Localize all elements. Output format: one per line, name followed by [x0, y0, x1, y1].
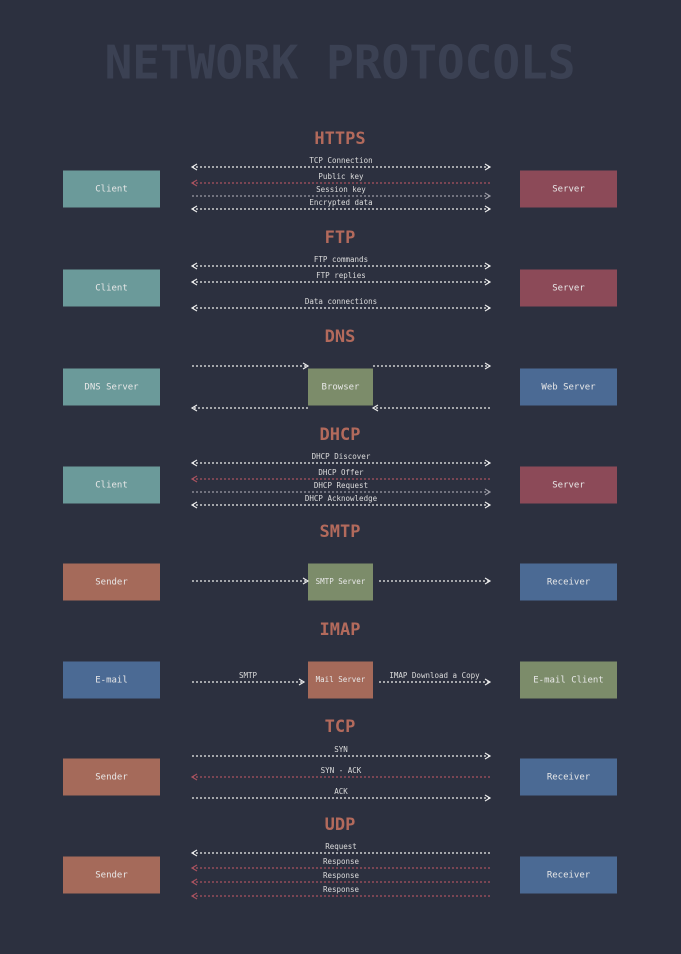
node-box: [520, 368, 617, 406]
node-box: [520, 661, 617, 699]
node-label: Server: [552, 284, 585, 294]
section-title: HTTPS: [314, 129, 365, 149]
node-label: Browser: [322, 383, 361, 393]
node-label: Client: [95, 185, 128, 195]
node-box: [520, 758, 617, 796]
node-box: [63, 563, 160, 601]
node-box: [520, 563, 617, 601]
node-label: Client: [95, 284, 128, 294]
arrow-label: Request: [325, 842, 357, 851]
node-box: [520, 466, 617, 504]
node-label: Server: [552, 185, 585, 195]
node-label: Mail Server: [316, 675, 366, 684]
arrow-label: SYN - ACK: [321, 766, 362, 775]
node-box: [520, 856, 617, 894]
node-box: [308, 563, 373, 601]
node-box: [63, 466, 160, 504]
node-box: [308, 368, 373, 406]
node-label: Web Server: [541, 383, 596, 393]
arrow-label: Public key: [318, 172, 364, 181]
section-title: DHCP: [320, 425, 361, 445]
arrow-label: DHCP Offer: [318, 468, 364, 477]
node-label: E-mail Client: [533, 676, 603, 686]
arrow-label: FTP commands: [314, 255, 368, 264]
node-box: [63, 758, 160, 796]
arrow-label: SYN: [334, 745, 348, 754]
arrow-label: Encrypted data: [309, 198, 372, 207]
node-box: [63, 856, 160, 894]
node-box: [308, 661, 373, 699]
node-box: [520, 269, 617, 307]
section-title: FTP: [325, 228, 356, 248]
node-box: [63, 661, 160, 699]
arrow-label: SMTP: [239, 671, 258, 680]
arrow-label: Response: [323, 871, 360, 880]
node-label: E-mail: [95, 676, 128, 686]
section-title: UDP: [325, 815, 356, 835]
section-title: IMAP: [320, 620, 361, 640]
node-box: [63, 269, 160, 307]
section-title: DNS: [325, 327, 356, 347]
arrow-label: IMAP Download a Copy: [389, 671, 480, 680]
node-label: Receiver: [547, 773, 591, 783]
node-box: [63, 170, 160, 208]
arrow-label: FTP replies: [316, 271, 366, 280]
section-title: TCP: [325, 717, 356, 737]
node-label: Receiver: [547, 578, 591, 588]
arrow-label: ACK: [334, 787, 348, 796]
node-label: Sender: [95, 871, 128, 881]
node-label: Sender: [95, 578, 128, 588]
arrow-label: DHCP Discover: [312, 452, 371, 461]
node-label: SMTP Server: [316, 577, 366, 586]
node-label: Sender: [95, 773, 128, 783]
section-title: SMTP: [320, 522, 361, 542]
arrow-label: Session key: [316, 185, 366, 194]
arrow-label: DHCP Acknowledge: [305, 494, 378, 503]
node-box: [520, 170, 617, 208]
arrow-label: DHCP Request: [314, 481, 368, 490]
node-label: Receiver: [547, 871, 591, 881]
node-label: DNS Server: [84, 383, 139, 393]
arrow-label: TCP Connection: [309, 156, 372, 165]
arrow-label: Data connections: [305, 297, 377, 306]
arrow-label: Response: [323, 857, 360, 866]
arrow-label: Response: [323, 885, 360, 894]
node-label: Client: [95, 481, 128, 491]
node-box: [63, 368, 160, 406]
page-title: NETWORK PROTOCOLS: [105, 36, 576, 90]
node-label: Server: [552, 481, 585, 491]
